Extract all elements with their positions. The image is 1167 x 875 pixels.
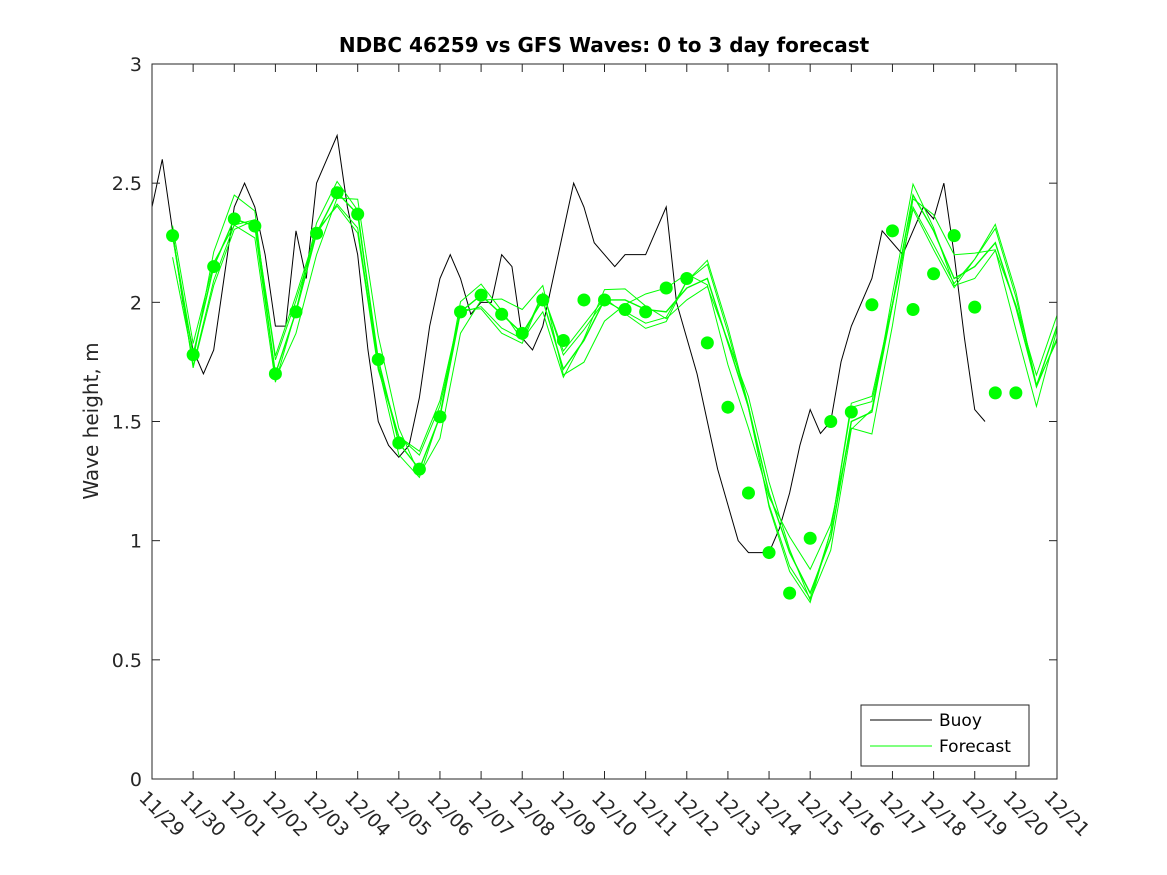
forecast-marker	[412, 462, 426, 476]
forecast-marker	[207, 260, 221, 274]
forecast-marker	[515, 326, 529, 340]
buoy-series-line	[151, 133, 986, 554]
forecast-marker	[1009, 386, 1023, 400]
forecast-marker	[741, 486, 755, 500]
forecast-marker	[310, 226, 324, 240]
forecast-marker	[906, 302, 920, 316]
legend-buoy-label: Buoy	[939, 711, 982, 731]
forecast-marker	[577, 293, 591, 307]
forecast-marker	[392, 436, 406, 450]
series-layer	[151, 133, 1058, 604]
forecast-marker	[598, 293, 611, 307]
forecast-marker	[433, 410, 447, 424]
y-tick-label: 1	[130, 531, 142, 553]
forecast-marker	[762, 546, 776, 560]
forecast-run-line	[172, 194, 1058, 571]
forecast-marker	[700, 336, 714, 350]
y-tick-label: 2.5	[112, 173, 142, 195]
forecast-run-line	[172, 180, 1058, 602]
y-axis-label: Wave height, m	[79, 342, 103, 499]
forecast-marker	[927, 267, 941, 281]
legend: Buoy Forecast	[860, 704, 1030, 767]
forecast-marker	[947, 229, 961, 243]
forecast-marker	[721, 400, 735, 414]
y-axis: 0 0.5 1 1.5 2 2.5 3	[112, 54, 1057, 791]
forecast-marker	[639, 305, 653, 319]
y-tick-label: 3	[130, 54, 142, 76]
forecast-marker	[186, 348, 200, 362]
forecast-marker	[268, 367, 282, 381]
forecast-marker	[885, 224, 899, 238]
forecast-marker	[659, 281, 673, 295]
forecast-marker	[536, 293, 550, 307]
forecast-marker	[351, 207, 365, 221]
forecast-marker	[371, 353, 385, 367]
forecast-marker	[248, 219, 262, 233]
forecast-marker	[166, 229, 180, 243]
chart-title: NDBC 46259 vs GFS Waves: 0 to 3 day fore…	[339, 33, 870, 57]
forecast-marker	[289, 305, 303, 319]
forecast-marker	[783, 586, 797, 600]
y-tick-label: 2	[130, 292, 142, 314]
y-tick-label: 0	[130, 769, 142, 791]
forecast-run-line	[172, 205, 1058, 604]
forecast-marker	[865, 298, 879, 312]
forecast-marker	[330, 186, 344, 200]
y-tick-label: 1.5	[112, 412, 142, 434]
forecast-marker	[680, 272, 694, 285]
forecast-marker	[495, 307, 509, 321]
forecast-marker	[618, 302, 632, 316]
forecast-marker	[968, 300, 982, 314]
forecast-markers	[166, 186, 1023, 600]
forecast-marker	[988, 386, 1002, 400]
y-tick-label: 0.5	[112, 650, 142, 672]
forecast-marker	[803, 531, 817, 545]
forecast-marker	[474, 288, 488, 302]
forecast-marker	[556, 333, 570, 347]
legend-forecast-label: Forecast	[939, 737, 1011, 757]
plot-background	[152, 64, 1057, 779]
forecast-marker	[844, 405, 858, 419]
forecast-marker	[227, 212, 241, 226]
forecast-marker	[454, 305, 468, 319]
legend-box	[860, 704, 1030, 767]
forecast-marker	[824, 415, 838, 428]
